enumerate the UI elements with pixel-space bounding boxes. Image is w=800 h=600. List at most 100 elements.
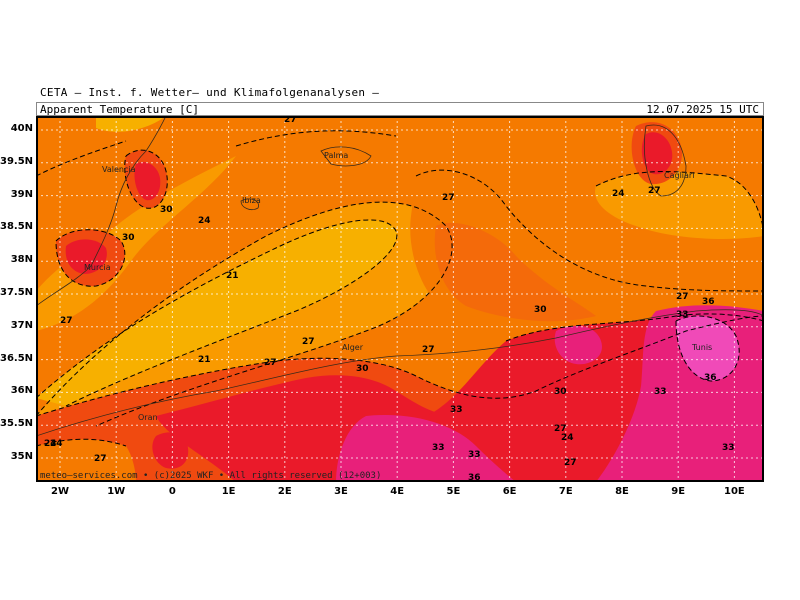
coast-mallorca — [320, 146, 372, 167]
contour-30-murcia — [55, 229, 126, 287]
latitude-label: 39.5N — [0, 155, 34, 167]
temperature-map: Valencia Palma Ibiza Murcia Cagliari Alg… — [36, 116, 764, 482]
contour-24 — [36, 201, 453, 427]
contour-label: 21 — [198, 355, 211, 365]
band-21-n — [96, 116, 166, 132]
contour-36-tunis — [675, 315, 740, 382]
contour-label: 36 — [468, 473, 481, 482]
contour-27-southwest — [36, 438, 127, 447]
contour-21 — [36, 219, 398, 407]
band-33-valencia — [134, 161, 161, 201]
place-labels: Valencia Palma Ibiza Murcia Cagliari Alg… — [84, 151, 712, 422]
band-24-nw — [36, 156, 236, 331]
contour-label: 24 — [44, 439, 57, 449]
coordinate-grid — [36, 116, 764, 482]
band-33-oran — [152, 432, 189, 469]
latitude-label: 37.5N — [0, 287, 34, 298]
contour-30-south — [36, 315, 764, 417]
contour-label: 33 — [450, 405, 463, 415]
contour-label: 30 — [160, 205, 173, 215]
contour-label: 30 — [122, 233, 135, 243]
coastlines — [36, 116, 764, 437]
latitude-label: 35N — [10, 451, 33, 462]
latitude-label: 39N — [10, 188, 33, 200]
contour-label: 27 — [442, 193, 455, 203]
latitude-label: 38.5N — [0, 221, 34, 233]
latitude-label: 37N — [10, 319, 33, 331]
longitude-label: 8E — [615, 486, 629, 497]
longitude-label: 7E — [558, 486, 573, 497]
longitude-label: 10E — [724, 486, 745, 497]
contour-value-labels: 27 24 21 24 30 30 27 27 27 27 30 33 30 2… — [44, 116, 735, 482]
contour-label: 33 — [432, 443, 445, 453]
contour-27-east — [415, 169, 764, 292]
contour-label: 30 — [534, 305, 547, 315]
coast-ibiza — [240, 198, 259, 210]
contour-27-north — [235, 130, 397, 147]
contour-label: 27 — [564, 458, 577, 468]
contour-label: 30 — [356, 364, 369, 374]
contour-label: 27 — [648, 186, 661, 196]
contour-lines — [36, 130, 764, 447]
contour-label: 27 — [284, 116, 297, 125]
coast-sardinia — [643, 124, 687, 197]
contour-label: 27 — [422, 345, 435, 355]
place-murcia: Murcia — [84, 263, 111, 272]
longitude-label: 2E — [277, 486, 292, 497]
parameter-label: Apparent Temperature [C] — [40, 103, 199, 116]
contour-30-valencia — [124, 149, 168, 209]
band-36-south — [336, 415, 516, 482]
map-panel: Valencia Palma Ibiza Murcia Cagliari Alg… — [36, 116, 764, 482]
longitude-label: 4E — [390, 486, 405, 497]
contour-label: 30 — [554, 387, 567, 397]
band-33-murcia — [65, 239, 107, 274]
longitude-label: 1E — [221, 486, 236, 497]
longitude-label: 3E — [334, 486, 348, 497]
place-ibiza: Ibiza — [242, 196, 261, 205]
latitude-label: 35.5N — [0, 418, 34, 430]
institute-title: CETA — Inst. f. Wetter— und Klimafolgena… — [40, 86, 380, 99]
contour-label: 33 — [468, 450, 481, 460]
contour-label: 27 — [60, 316, 73, 326]
latitude-label: 36.5N — [0, 352, 34, 364]
contour-label: 33 — [676, 310, 689, 320]
contour-label: 33 — [722, 443, 735, 453]
contour-24-sardinia — [595, 171, 764, 237]
coast-spain — [36, 116, 167, 307]
contour-label: 27 — [302, 337, 315, 347]
place-oran: Oran — [138, 413, 158, 422]
contour-33-tunisia — [505, 313, 764, 342]
contour-label: 27 — [94, 454, 107, 464]
contour-label: 27 — [264, 358, 277, 368]
contour-label: 21 — [226, 271, 239, 281]
longitude-label: 1W — [107, 486, 126, 497]
copyright-footer: meteo—services.com • (c)2025 WKF • All r… — [40, 471, 382, 481]
place-alger: Alger — [342, 343, 364, 352]
latitude-label: 36N — [10, 385, 33, 397]
title-bar: Apparent Temperature [C] 12.07.2025 15 U… — [36, 102, 764, 116]
place-valencia: Valencia — [102, 165, 136, 174]
contour-label: 36 — [704, 373, 717, 383]
contour-label: 24 — [561, 433, 574, 443]
longitude-label: 5E — [446, 486, 461, 497]
map-frame — [36, 116, 764, 482]
band-33-sardinia — [641, 132, 673, 175]
longitude-label: 2W — [51, 486, 69, 497]
contour-label: 24 — [198, 216, 211, 226]
contour-27-northwest — [36, 140, 127, 177]
longitude-label: 6E — [502, 486, 517, 497]
contour-label: 33 — [654, 387, 667, 397]
band-28-east — [434, 222, 596, 322]
latitude-label: 38N — [10, 254, 33, 266]
band-24-sardinia — [595, 171, 764, 239]
band-27-southwest — [36, 439, 136, 482]
longitude-label: 9E — [671, 486, 686, 497]
place-palma: Palma — [324, 151, 348, 160]
contour-label: 27 — [676, 292, 689, 302]
contour-label: 27 — [554, 424, 567, 434]
place-cagliari: Cagliari — [664, 171, 694, 180]
coast-north-africa — [36, 309, 764, 437]
valid-time: 12.07.2025 15 UTC — [646, 103, 759, 116]
latitude-label: 40N — [10, 123, 33, 134]
contour-label: 36 — [702, 297, 715, 307]
